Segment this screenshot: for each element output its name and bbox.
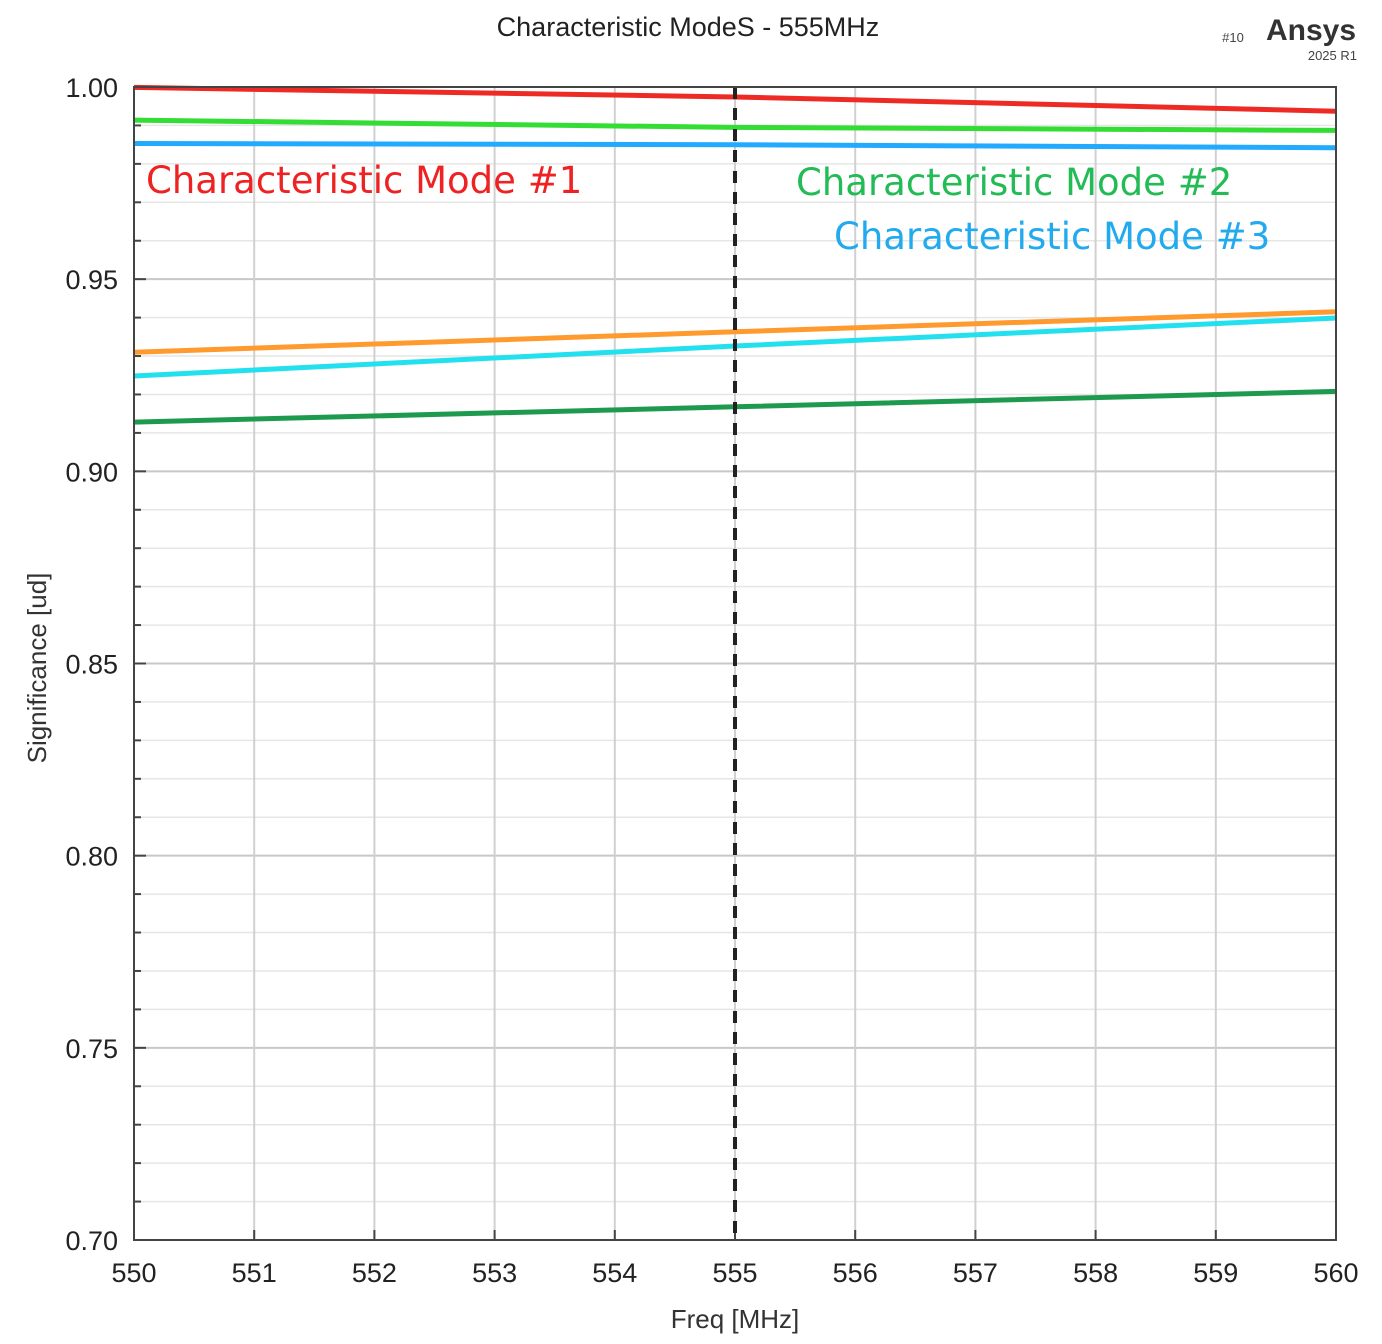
x-axis-label: Freq [MHz] — [671, 1304, 800, 1334]
brand-badge: #10 — [1222, 30, 1244, 45]
brand-version: 2025 R1 — [1308, 48, 1357, 63]
annotation-mode-2: Characteristic Mode #2 — [796, 161, 1232, 204]
y-tick-label: 1.00 — [65, 73, 118, 103]
x-tick-label: 560 — [1313, 1258, 1358, 1288]
x-tick-label: 556 — [833, 1258, 878, 1288]
y-tick-label: 0.70 — [65, 1226, 118, 1256]
series-line-4 — [133, 309, 1337, 355]
x-tick-label: 553 — [472, 1258, 517, 1288]
y-tick-label: 0.95 — [65, 265, 118, 295]
x-tick-label: 550 — [111, 1258, 156, 1288]
y-axis-label: Significance [ud] — [22, 573, 52, 764]
plot-frame — [133, 86, 1337, 1241]
y-tick-label: 0.90 — [65, 457, 118, 487]
x-tick-label: 558 — [1073, 1258, 1118, 1288]
x-tick-label: 551 — [232, 1258, 277, 1288]
x-tick-label: 554 — [592, 1258, 637, 1288]
annotations: Characteristic Mode #1 Characteristic Mod… — [146, 159, 1270, 258]
chart-title: Characteristic ModeS - 555MHz — [497, 12, 880, 42]
y-tick-label: 0.80 — [65, 842, 118, 872]
brand-name: Ansys — [1266, 14, 1356, 47]
series-line-3 — [133, 141, 1337, 151]
x-tick-label: 552 — [352, 1258, 397, 1288]
annotation-mode-3: Characteristic Mode #3 — [834, 215, 1270, 258]
series-lines — [133, 84, 1337, 425]
y-tick-label: 0.75 — [65, 1034, 118, 1064]
x-tick-labels: 550 551 552 553 554 555 556 557 558 559 560 — [111, 1258, 1358, 1288]
annotation-mode-1: Characteristic Mode #1 — [146, 159, 582, 202]
x-tick-label: 557 — [953, 1258, 998, 1288]
x-tick-label: 555 — [712, 1258, 757, 1288]
y-tick-label: 0.85 — [65, 650, 118, 680]
brand-logo: #10 Ansys 2025 R1 — [1222, 14, 1357, 63]
series-line-2 — [133, 117, 1337, 133]
x-tick-label: 559 — [1193, 1258, 1238, 1288]
y-tick-labels: 1.00 0.95 0.90 0.85 0.80 0.75 0.70 — [65, 73, 118, 1256]
